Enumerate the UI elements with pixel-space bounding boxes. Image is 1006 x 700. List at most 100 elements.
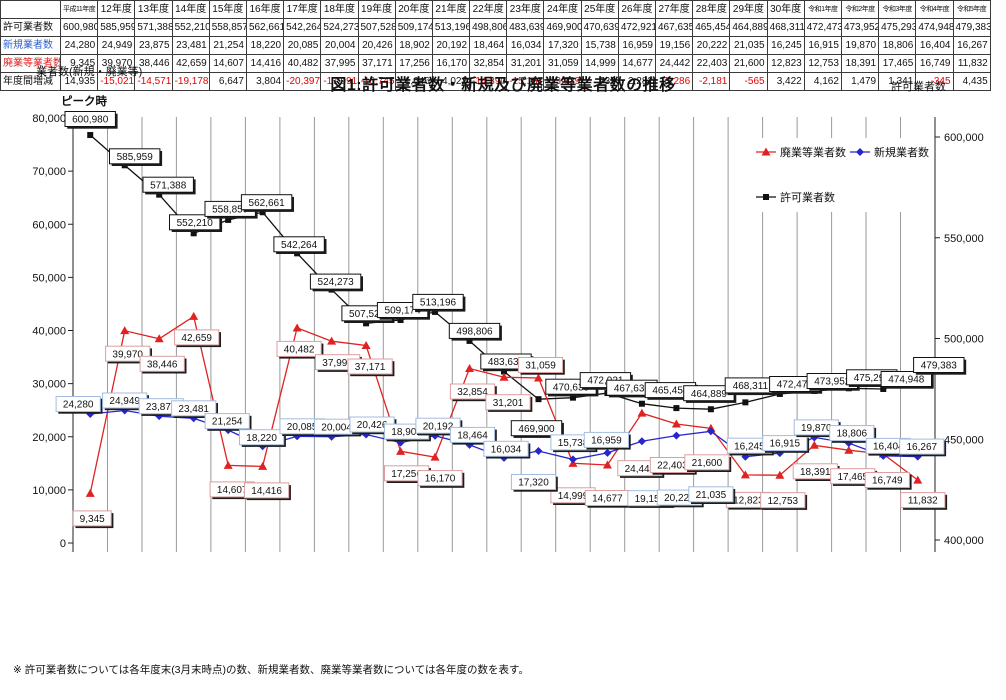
- data-label: 9,345: [72, 510, 114, 529]
- svg-text:40,482: 40,482: [284, 345, 315, 356]
- svg-text:18,391: 18,391: [800, 467, 831, 478]
- svg-text:15,738: 15,738: [558, 438, 589, 449]
- svg-text:20,222: 20,222: [664, 493, 695, 504]
- svg-text:37,995: 37,995: [322, 358, 353, 369]
- svg-text:469,900: 469,900: [518, 424, 555, 435]
- right-axis-tick-label: 400,000: [944, 535, 984, 547]
- table-cell: 6,647: [208, 72, 247, 91]
- svg-text:39,970: 39,970: [112, 349, 143, 360]
- svg-text:20,004: 20,004: [321, 422, 352, 433]
- svg-text:37,171: 37,171: [355, 362, 386, 373]
- data-label: 14,677: [584, 490, 632, 508]
- peak-annotation: ピーク時: [61, 96, 107, 108]
- data-label: 24,280: [55, 396, 103, 414]
- table-row-label: 年度間増減: [0, 72, 61, 91]
- line-chart: 80,000 70,000 60,000 50,000 40,000 30,000 20,0…: [32, 111, 984, 552]
- svg-text:42,659: 42,659: [181, 333, 212, 344]
- svg-text:31,201: 31,201: [493, 398, 524, 409]
- data-label: 40,482: [276, 340, 324, 359]
- svg-text:9,345: 9,345: [80, 514, 105, 525]
- svg-text:468,311: 468,311: [733, 381, 769, 392]
- legend-item: 新規業者数: [850, 145, 929, 159]
- svg-text:12,753: 12,753: [768, 496, 799, 507]
- svg-text:18,902: 18,902: [391, 427, 422, 438]
- svg-text:23,875: 23,875: [146, 402, 177, 413]
- legend-label: 許可業者数: [780, 191, 835, 204]
- chart-title: 図1:許可業者数・新規及び廃業等業者数の推移: [330, 77, 676, 94]
- left-axis-title: 業者数(新規・廃業等): [36, 66, 143, 78]
- data-label: 16,749: [864, 472, 912, 490]
- right-axis-tick-label: 600,000: [944, 132, 984, 144]
- svg-text:14,999: 14,999: [558, 491, 589, 502]
- svg-text:472,473: 472,473: [777, 380, 814, 391]
- svg-text:21,600: 21,600: [692, 458, 723, 469]
- svg-text:585,959: 585,959: [117, 152, 154, 163]
- svg-text:465,454: 465,454: [652, 386, 689, 397]
- data-label: 16,959: [583, 431, 631, 450]
- svg-text:21,035: 21,035: [696, 490, 727, 501]
- table-row: 年度間増減 14,935 -15,021 -14,571 -19,178 6,647 3,8…: [0, 72, 991, 91]
- data-label: 37,171: [347, 358, 395, 377]
- data-label: 31,201: [485, 394, 533, 412]
- svg-text:17,320: 17,320: [518, 478, 549, 489]
- table-cell: -14,571: [134, 72, 173, 91]
- data-label: 17,320: [510, 474, 558, 492]
- svg-text:524,273: 524,273: [318, 277, 355, 288]
- legend-background: [746, 138, 924, 212]
- left-axis: 80,000 70,000 60,000 50,000 40,000 30,000 20,0…: [32, 112, 74, 552]
- data-label: 16,915: [762, 435, 810, 453]
- data-label: 600,980: [64, 111, 118, 129]
- svg-text:17,256: 17,256: [391, 469, 422, 480]
- right-axis-tick-label: 450,000: [944, 434, 984, 446]
- data-label: 464,889: [683, 385, 737, 403]
- svg-text:23,481: 23,481: [178, 404, 209, 415]
- legend-label: 新規業者数: [874, 145, 929, 159]
- svg-text:16,749: 16,749: [872, 476, 903, 487]
- table-cell: -15,021: [97, 72, 136, 91]
- legend-label: 廃業等業者数: [780, 145, 846, 159]
- svg-text:18,806: 18,806: [837, 429, 868, 440]
- svg-text:11,832: 11,832: [908, 496, 938, 507]
- svg-text:14,607: 14,607: [217, 485, 248, 496]
- data-label: 16,034: [483, 440, 531, 459]
- svg-text:475,293: 475,293: [854, 373, 891, 384]
- table-cell: -565: [729, 72, 768, 91]
- svg-text:18,220: 18,220: [246, 433, 277, 444]
- svg-text:16,034: 16,034: [491, 444, 522, 455]
- svg-text:12,823: 12,823: [733, 496, 764, 507]
- data-label: 474,948: [880, 371, 934, 389]
- svg-text:474,948: 474,948: [888, 375, 925, 386]
- data-label: 16,170: [417, 470, 465, 488]
- svg-text:600,980: 600,980: [72, 115, 109, 126]
- data-label: 469,900: [510, 420, 564, 438]
- svg-text:542,264: 542,264: [281, 240, 318, 251]
- right-axis-tick-label: 550,000: [944, 233, 984, 245]
- svg-text:16,915: 16,915: [770, 439, 801, 450]
- data-label: 468,311: [724, 377, 778, 396]
- left-axis-tick-label: 50,000: [32, 272, 66, 284]
- data-label: 479,383: [913, 357, 967, 375]
- svg-text:562,661: 562,661: [249, 198, 286, 209]
- data-label: 562,661: [240, 194, 294, 212]
- left-axis-tick-label: 60,000: [32, 219, 66, 231]
- svg-text:16,404: 16,404: [873, 442, 904, 453]
- table-cell: -19,178: [171, 72, 210, 91]
- data-label: 513,196: [412, 293, 466, 312]
- left-axis-tick-label: 30,000: [32, 379, 66, 391]
- svg-text:38,446: 38,446: [147, 359, 178, 370]
- data-label: 21,035: [688, 486, 736, 504]
- left-axis-tick-label: 70,000: [32, 166, 66, 178]
- svg-text:479,383: 479,383: [921, 361, 958, 372]
- left-axis-tick-label: 20,000: [32, 432, 66, 444]
- svg-text:509,174: 509,174: [385, 306, 422, 317]
- table-cell: 16,267: [952, 36, 991, 55]
- table-header-row: 平成11年度 12年度 13年度 14年度 15年度 16年度 17年度 18年度 19年度 20…: [0, 0, 991, 19]
- data-label: 14,416: [244, 482, 291, 501]
- data-label: 21,254: [204, 413, 252, 431]
- svg-text:20,426: 20,426: [357, 420, 388, 431]
- svg-text:558,857: 558,857: [212, 205, 249, 216]
- left-axis-tick-label: 0: [60, 538, 66, 550]
- svg-text:22,403: 22,403: [657, 461, 688, 472]
- table-cell: -20,397: [283, 72, 322, 91]
